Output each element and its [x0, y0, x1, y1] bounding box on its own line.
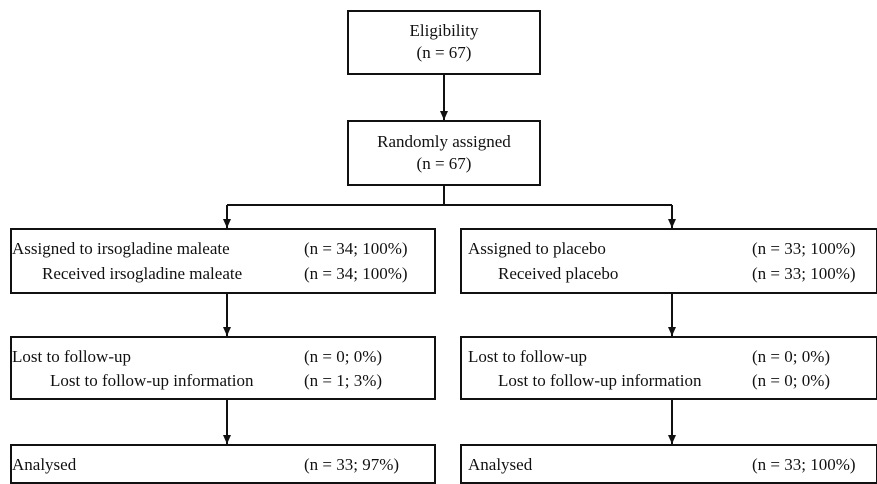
left-followup-box: Lost to follow-up (n = 0; 0%) Lost to fo…: [10, 336, 436, 400]
right-lost-value: (n = 0; 0%): [752, 347, 831, 366]
left-lost-info-label: Lost to follow-up information: [50, 371, 254, 390]
left-received-value: (n = 34; 100%): [304, 264, 408, 283]
eligibility-count: (n = 67): [416, 43, 472, 62]
eligibility-title: Eligibility: [409, 21, 479, 40]
right-analysed-label: Analysed: [468, 455, 533, 474]
right-assigned-value: (n = 33; 100%): [752, 239, 856, 258]
right-followup-box: Lost to follow-up (n = 0; 0%) Lost to fo…: [460, 336, 877, 400]
right-analysed-box: Analysed (n = 33; 100%): [460, 444, 877, 484]
left-analysed-value: (n = 33; 97%): [304, 455, 400, 474]
left-assigned-value: (n = 34; 100%): [304, 239, 408, 258]
left-lost-label: Lost to follow-up: [12, 347, 131, 366]
left-assigned-box: Assigned to irsogladine maleate (n = 34;…: [10, 228, 436, 294]
right-lost-info-value: (n = 0; 0%): [752, 371, 831, 390]
right-assigned-box: Assigned to placebo (n = 33; 100%) Recei…: [460, 228, 877, 294]
left-lost-value: (n = 0; 0%): [304, 347, 383, 366]
right-lost-info-label: Lost to follow-up information: [498, 371, 702, 390]
right-assigned-label: Assigned to placebo: [468, 239, 606, 258]
randomised-box: Randomly assigned (n = 67): [347, 120, 541, 186]
left-assigned-label: Assigned to irsogladine maleate: [12, 239, 230, 258]
right-analysed-value: (n = 33; 100%): [752, 455, 856, 474]
right-received-label: Received placebo: [498, 264, 619, 283]
left-lost-info-value: (n = 1; 3%): [304, 371, 383, 390]
randomised-count: (n = 67): [416, 154, 472, 173]
eligibility-box: Eligibility (n = 67): [347, 10, 541, 75]
left-received-label: Received irsogladine maleate: [42, 264, 243, 283]
left-analysed-box: Analysed (n = 33; 97%): [10, 444, 436, 484]
right-lost-label: Lost to follow-up: [468, 347, 587, 366]
randomised-title: Randomly assigned: [377, 132, 511, 151]
right-received-value: (n = 33; 100%): [752, 264, 856, 283]
left-analysed-label: Analysed: [12, 455, 77, 474]
